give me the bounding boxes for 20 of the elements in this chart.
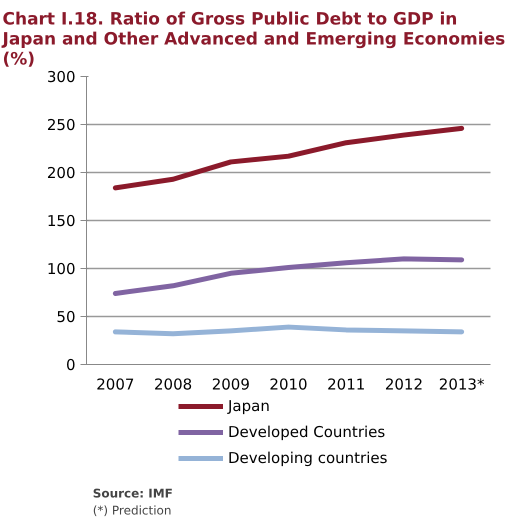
x-tick-label: 2011 [327, 376, 366, 394]
y-tick-label: 0 [66, 356, 76, 374]
x-tick-label: 2010 [269, 376, 308, 394]
x-tick-label: 2009 [212, 376, 250, 394]
y-tick-label: 200 [46, 164, 76, 182]
x-tick-label: 2012 [384, 376, 424, 394]
legend-label: Developing countries [228, 449, 388, 467]
text: (*) Prediction [92, 504, 172, 518]
legend-label: Japan [228, 397, 270, 415]
chart-title: Chart I.18. Ratio of Gross Public Debt to GDP in Japan and Other Advanced and Emerging Economies (%) [2, 10, 506, 70]
y-tick-label: 150 [46, 212, 76, 230]
x-tick-label: 2008 [154, 376, 192, 394]
x-tick-label: 2007 [96, 376, 134, 394]
legend-label: Developed Countries [228, 423, 386, 441]
y-tick-label: 250 [46, 116, 76, 134]
x-tick-label: 2013* [438, 376, 485, 394]
source-note: Source: IMF [92, 486, 173, 500]
y-tick-label: 50 [56, 308, 76, 326]
y-tick-label: 300 [46, 68, 76, 86]
y-tick-label: 100 [46, 260, 76, 278]
